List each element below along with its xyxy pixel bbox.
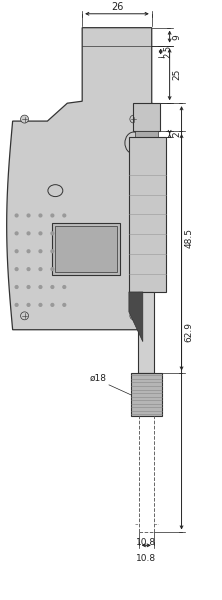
Bar: [135, 131, 158, 137]
Ellipse shape: [125, 132, 143, 154]
Circle shape: [39, 232, 42, 235]
Circle shape: [27, 232, 30, 235]
Circle shape: [39, 304, 42, 306]
Circle shape: [27, 214, 30, 217]
Text: 62.9: 62.9: [184, 322, 194, 342]
Circle shape: [27, 268, 30, 271]
Circle shape: [51, 286, 54, 289]
Circle shape: [15, 304, 18, 306]
Circle shape: [15, 250, 18, 253]
Circle shape: [27, 304, 30, 306]
Circle shape: [51, 214, 54, 217]
Circle shape: [63, 304, 66, 306]
Circle shape: [15, 268, 18, 271]
Circle shape: [63, 232, 66, 235]
Circle shape: [63, 214, 66, 217]
Bar: [129, 137, 166, 292]
Text: 9: 9: [172, 34, 182, 40]
Circle shape: [15, 214, 18, 217]
Circle shape: [51, 304, 54, 306]
Text: 10.8: 10.8: [136, 554, 156, 563]
Text: 10.8: 10.8: [136, 538, 156, 547]
Text: ø18: ø18: [90, 374, 107, 383]
Circle shape: [15, 232, 18, 235]
Polygon shape: [7, 28, 152, 330]
Circle shape: [15, 286, 18, 289]
Text: 2: 2: [172, 131, 182, 137]
Text: 48.5: 48.5: [184, 229, 194, 248]
Circle shape: [51, 232, 54, 235]
Circle shape: [51, 268, 54, 271]
Text: 26: 26: [111, 2, 123, 12]
Circle shape: [39, 268, 42, 271]
Circle shape: [51, 250, 54, 253]
Circle shape: [63, 286, 66, 289]
Bar: [138, 292, 154, 373]
Bar: [55, 226, 117, 272]
Circle shape: [39, 286, 42, 289]
Text: 25: 25: [172, 68, 182, 80]
Bar: [52, 223, 120, 275]
Bar: [131, 373, 162, 416]
Ellipse shape: [48, 185, 63, 197]
Circle shape: [27, 250, 30, 253]
Circle shape: [39, 250, 42, 253]
Text: 2.5: 2.5: [164, 45, 173, 58]
Circle shape: [63, 268, 66, 271]
Circle shape: [63, 250, 66, 253]
Circle shape: [21, 115, 29, 123]
Circle shape: [21, 312, 29, 320]
Circle shape: [27, 286, 30, 289]
Circle shape: [130, 115, 138, 123]
Bar: [133, 103, 160, 131]
Polygon shape: [129, 292, 143, 341]
Circle shape: [39, 214, 42, 217]
Circle shape: [130, 312, 138, 320]
